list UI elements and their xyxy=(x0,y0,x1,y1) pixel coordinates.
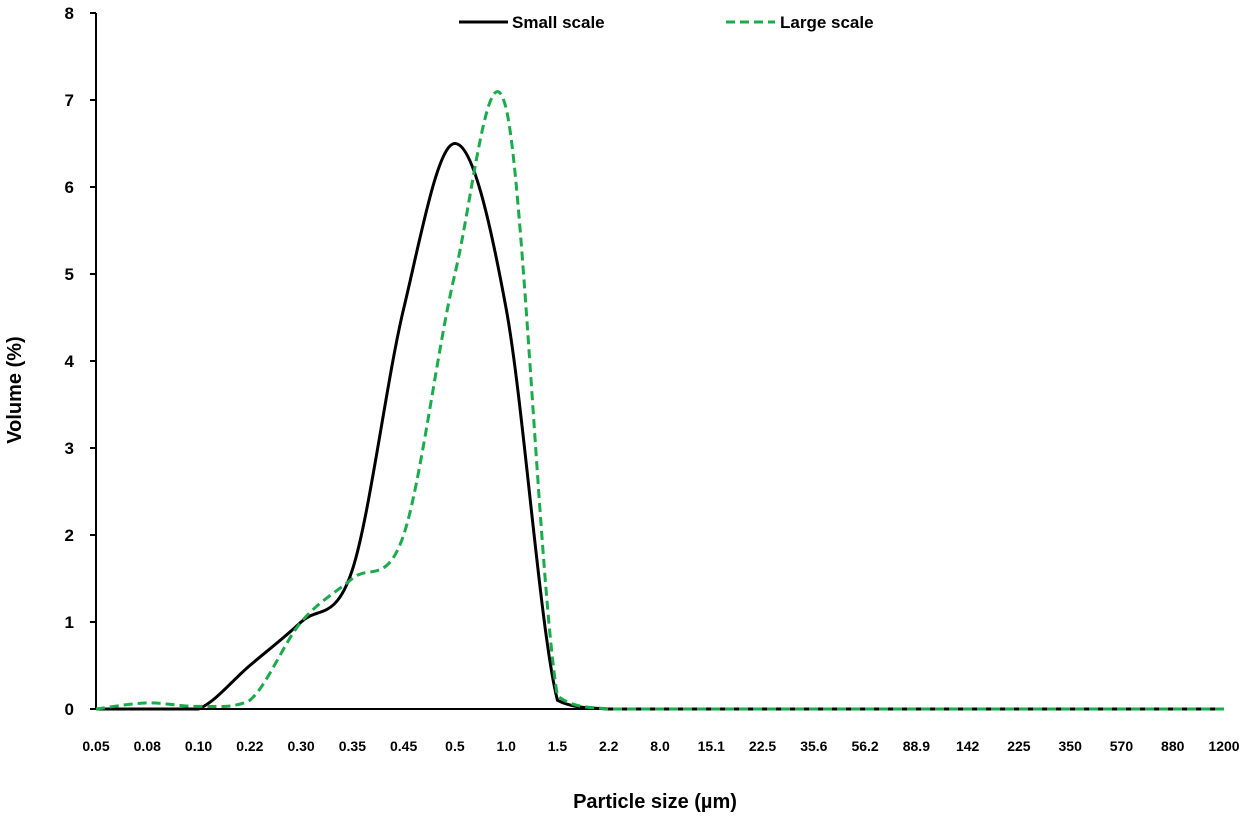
x-axis-title: Particle size (µm) xyxy=(573,791,737,813)
legend-label-small-scale: Small scale xyxy=(512,13,605,32)
x-tick-label: 880 xyxy=(1161,738,1185,754)
x-tick-label: 8.0 xyxy=(650,738,670,754)
y-tick-label: 5 xyxy=(65,265,74,284)
series-line-large-scale xyxy=(95,90,1224,711)
x-tick-label: 2.2 xyxy=(599,738,619,754)
x-tick-label: 35.6 xyxy=(800,738,827,754)
x-tick-label: 350 xyxy=(1059,738,1083,754)
y-tick-label: 0 xyxy=(65,700,74,719)
x-tick-label: 0.08 xyxy=(134,738,161,754)
x-tick-label: 0.22 xyxy=(236,738,263,754)
y-tick-label: 3 xyxy=(65,439,74,458)
x-axis: 0.05 0.08 0.10 0.22 0.30 0.35 0.45 0.5 1.0 1.5 2.2… xyxy=(82,708,1240,754)
legend-label-large-scale: Large scale xyxy=(780,13,874,32)
y-axis-title: Volume (%) xyxy=(4,336,26,443)
x-tick-label: 0.35 xyxy=(339,738,366,754)
series-line-small-scale xyxy=(96,142,1224,711)
y-tick-label: 1 xyxy=(65,613,74,632)
y-tick-label: 8 xyxy=(65,4,74,23)
y-tick-label: 4 xyxy=(65,352,75,371)
y-tick-label: 7 xyxy=(65,91,74,110)
x-tick-label: 15.1 xyxy=(698,738,725,754)
x-tick-label: 56.2 xyxy=(851,738,878,754)
x-tick-label: 22.5 xyxy=(749,738,776,754)
y-tick-label: 6 xyxy=(65,178,74,197)
x-tick-label: 0.45 xyxy=(390,738,417,754)
x-tick-label: 0.05 xyxy=(82,738,109,754)
y-axis: 0 1 2 3 4 5 6 7 8 xyxy=(65,4,97,719)
x-tick-label: 570 xyxy=(1110,738,1134,754)
x-tick-label: 1.5 xyxy=(548,738,568,754)
x-tick-label: 1200 xyxy=(1208,738,1239,754)
y-tick-label: 2 xyxy=(65,526,74,545)
x-tick-label: 0.30 xyxy=(287,738,314,754)
legend: Small scale Large scale xyxy=(459,13,874,32)
x-tick-label: 88.9 xyxy=(903,738,930,754)
x-tick-label: 225 xyxy=(1007,738,1031,754)
series-lines xyxy=(95,90,1224,711)
x-tick-label: 1.0 xyxy=(496,738,516,754)
x-tick-label: 142 xyxy=(956,738,980,754)
x-tick-label: 0.10 xyxy=(185,738,212,754)
x-tick-label: 0.5 xyxy=(445,738,465,754)
